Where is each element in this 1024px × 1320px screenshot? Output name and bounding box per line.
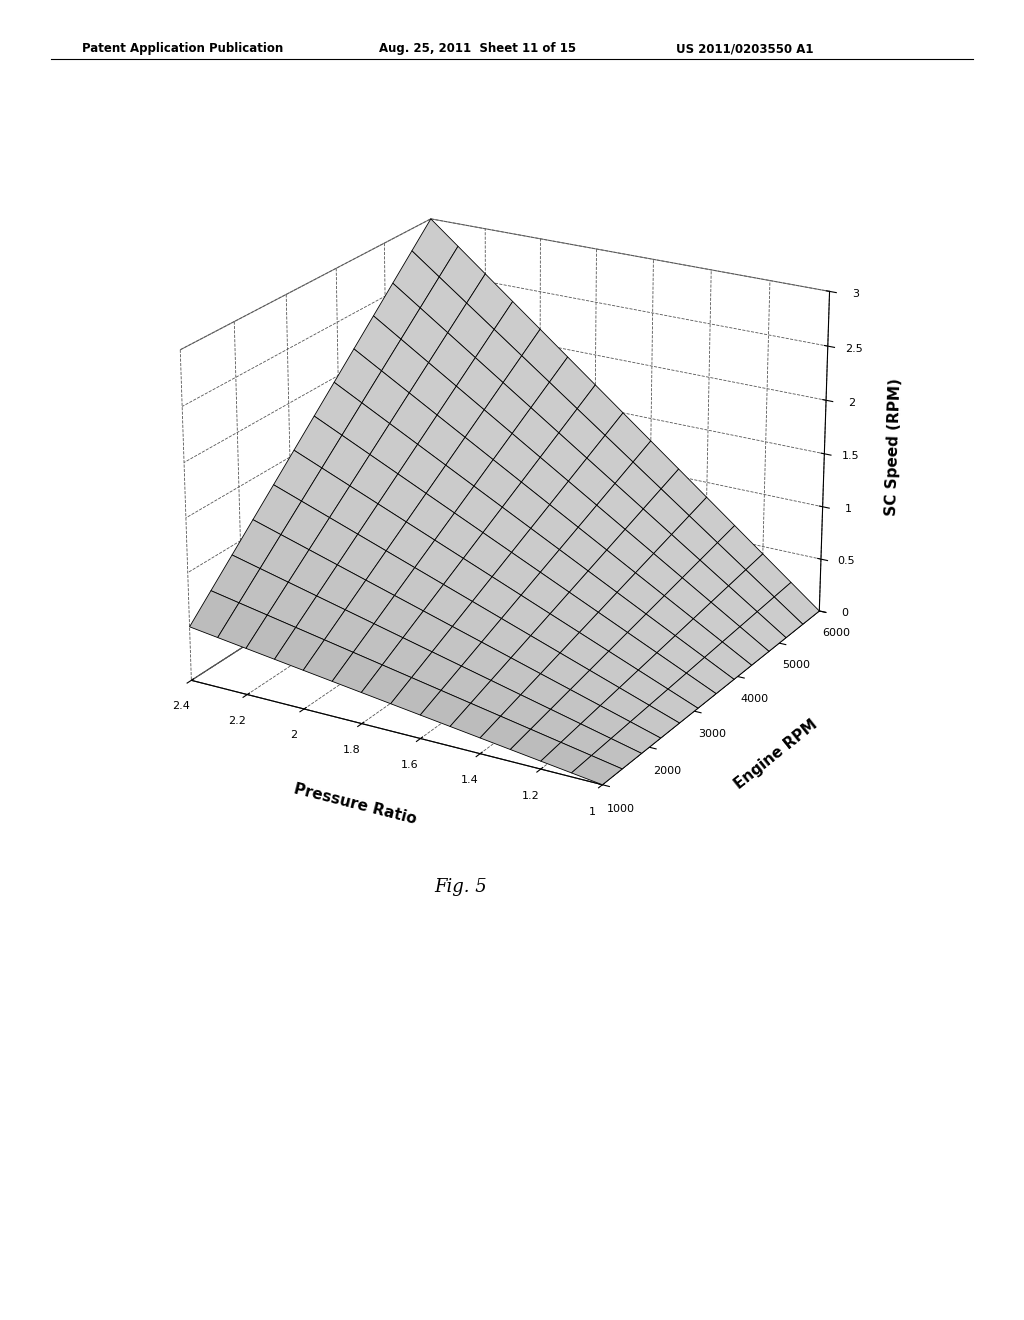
Text: Aug. 25, 2011  Sheet 11 of 15: Aug. 25, 2011 Sheet 11 of 15 — [379, 42, 577, 55]
Y-axis label: Engine RPM: Engine RPM — [731, 717, 820, 792]
Text: Fig. 5: Fig. 5 — [434, 878, 487, 896]
Text: US 2011/0203550 A1: US 2011/0203550 A1 — [676, 42, 813, 55]
X-axis label: Pressure Ratio: Pressure Ratio — [292, 781, 418, 828]
Text: Patent Application Publication: Patent Application Publication — [82, 42, 284, 55]
